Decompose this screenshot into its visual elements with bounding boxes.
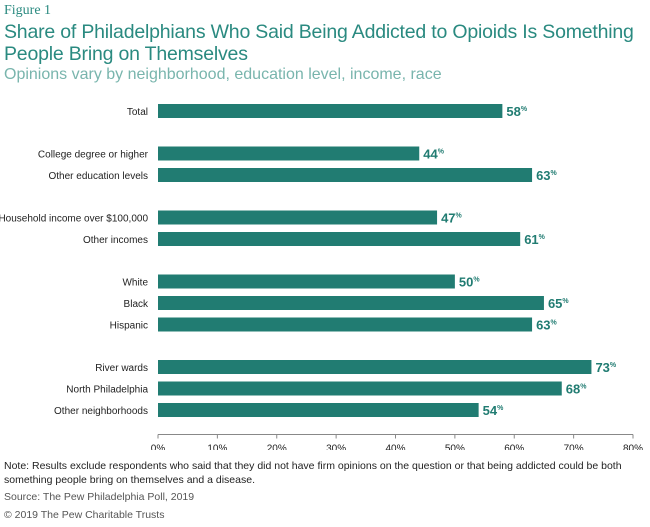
chart-title: Share of Philadelphians Who Said Being A… — [4, 21, 634, 65]
bar — [158, 168, 533, 182]
bar — [158, 210, 438, 225]
bar — [158, 274, 455, 289]
category-label: Black — [124, 299, 149, 310]
chart-note: Note: Results exclude respondents who sa… — [4, 460, 622, 486]
category-label: North Philadelphia — [66, 385, 148, 396]
category-label: Hispanic — [110, 321, 148, 332]
category-label: White — [122, 278, 148, 289]
data-label: 68% — [566, 382, 587, 397]
x-tick-label: 60% — [504, 444, 524, 451]
bar — [158, 403, 479, 417]
bar-chart: Total 58% College degree or higher 44% Other… — [0, 104, 643, 451]
x-tick-label: 20% — [267, 444, 287, 451]
category-label: River wards — [95, 363, 148, 374]
data-label: 58% — [506, 104, 527, 119]
category-label: Total — [127, 107, 148, 118]
x-tick-label: 10% — [207, 444, 227, 451]
data-label: 50% — [459, 275, 480, 290]
bar — [158, 381, 562, 396]
category-label: Other neighborhoods — [54, 406, 148, 417]
bar — [158, 232, 521, 246]
x-tick-label: 40% — [385, 444, 405, 451]
category-label: Other incomes — [83, 235, 148, 246]
bar — [158, 317, 533, 332]
chart-subtitle: Opinions vary by neighborhood, education… — [4, 66, 442, 83]
x-tick-label: 50% — [445, 444, 465, 451]
data-label: 44% — [423, 147, 444, 162]
chart-source: Source: The Pew Philadelphia Poll, 2019 — [4, 491, 195, 503]
bar — [158, 146, 420, 161]
x-tick-label: 70% — [564, 444, 584, 451]
data-label: 61% — [524, 232, 545, 247]
bar — [158, 104, 503, 118]
bar — [158, 296, 544, 310]
x-tick-label: 0% — [151, 444, 166, 451]
copyright: © 2019 The Pew Charitable Trusts — [4, 509, 165, 521]
data-label: 63% — [536, 318, 557, 333]
x-tick-label: 30% — [326, 444, 346, 451]
x-tick-label: 80% — [623, 444, 643, 451]
data-label: 47% — [441, 211, 462, 226]
data-label: 73% — [595, 360, 616, 375]
category-label: College degree or higher — [38, 150, 149, 161]
bar — [158, 360, 592, 374]
data-label: 63% — [536, 168, 557, 183]
data-label: 65% — [548, 296, 569, 311]
category-label: Household income over $100,000 — [0, 214, 148, 225]
data-label: 54% — [483, 403, 504, 418]
figure-label: Figure 1 — [4, 3, 52, 18]
category-label: Other education levels — [48, 171, 148, 182]
